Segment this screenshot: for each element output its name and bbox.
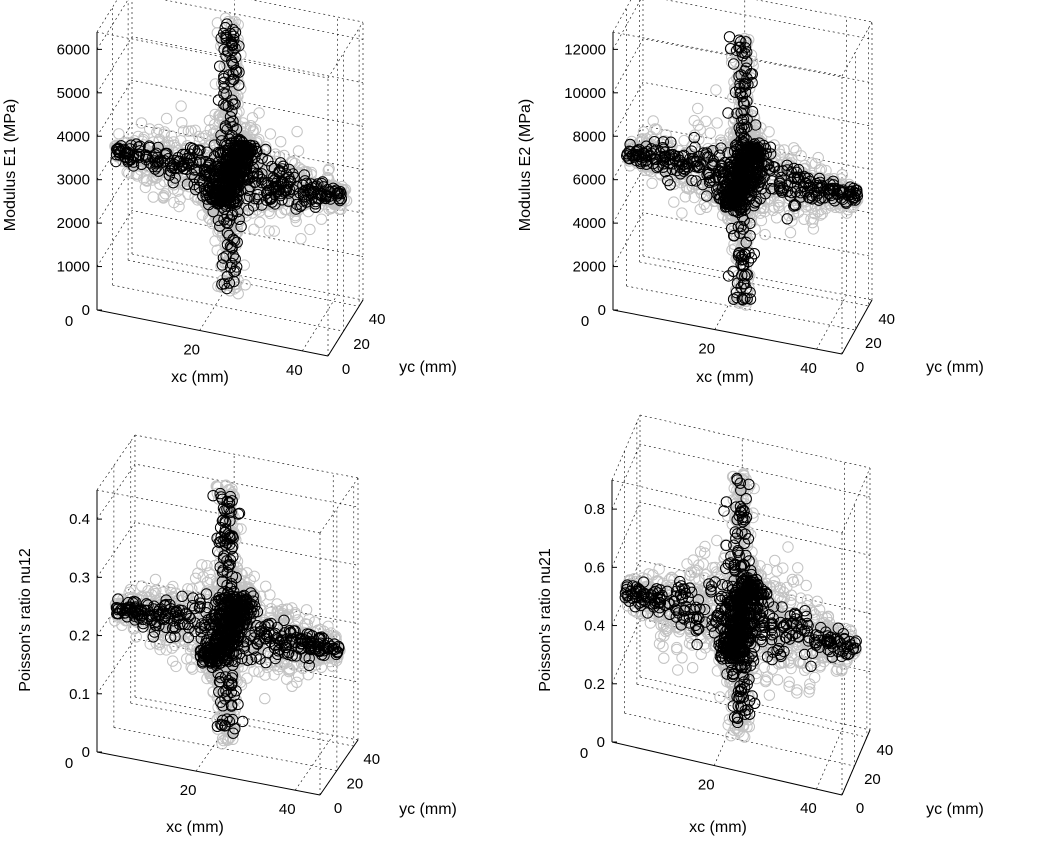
grid-line: [643, 256, 872, 300]
scatter-point: [756, 215, 766, 225]
scatter-point: [239, 260, 249, 270]
z-tick-label: 6000: [573, 172, 606, 189]
scatter-point: [693, 103, 703, 113]
scatter-point: [161, 113, 171, 123]
scatter-point: [789, 143, 799, 153]
z-tick-label: 1000: [57, 259, 90, 276]
scatter-point: [136, 118, 146, 128]
grid-line: [132, 0, 363, 22]
scatter-point: [785, 227, 795, 237]
scatter-point: [265, 129, 275, 139]
z-tick-labels: 0 1000 2000 3000 4000 5000 6000: [57, 41, 102, 319]
scatter-point: [760, 229, 770, 239]
scatter-point: [764, 127, 774, 137]
y-axis-label: yc (mm): [399, 359, 457, 376]
scatter-point: [292, 126, 302, 136]
scatter-point: [158, 193, 168, 203]
scatter-point: [669, 197, 679, 207]
z-tick-label: 2000: [573, 259, 606, 276]
scatter-point: [114, 129, 124, 139]
z-tick-label: 0: [82, 302, 90, 319]
scatter-point: [293, 146, 303, 156]
z-tick-label: 2000: [57, 215, 90, 232]
scatter-point: [255, 217, 265, 227]
grid-line: [97, 32, 328, 78]
scatter-point: [705, 128, 715, 138]
y-tick-label: 20: [353, 336, 370, 353]
z-tick-label: 6000: [57, 41, 90, 58]
scatter-point: [148, 192, 158, 202]
scatter-point: [724, 32, 734, 42]
scatter-points: [622, 32, 863, 311]
x-axis-label: xc (mm): [171, 369, 229, 386]
scatter-point: [296, 234, 306, 244]
x-axis: [97, 310, 328, 356]
scatter-point: [647, 178, 657, 188]
scatter-point: [677, 208, 687, 218]
y-tick-labels: 020 40: [342, 311, 386, 378]
scatter-point: [813, 152, 823, 162]
grid-line: [97, 0, 132, 32]
x-tick-label: 40: [286, 362, 303, 379]
z-tick-label: 4000: [57, 128, 90, 145]
grid-line: [643, 0, 872, 22]
z-tick-label: 5000: [57, 85, 90, 102]
z-tick-label: 4000: [573, 215, 606, 232]
scatter-point: [276, 137, 286, 147]
z-tick-label: 8000: [573, 128, 606, 145]
scatter-point: [701, 202, 711, 212]
x-axis: [613, 310, 842, 354]
y-tick-label: 0: [342, 361, 350, 378]
scatter-point: [729, 59, 739, 69]
z-tick-label: 0: [598, 302, 606, 319]
scatter-point: [176, 101, 186, 111]
z-tick-label: 3000: [57, 172, 90, 189]
z-axis-label: Modulus E1 (MPa): [2, 99, 19, 232]
scatter-point: [305, 224, 315, 234]
scatter-points: [110, 13, 352, 299]
scatter-point: [212, 18, 222, 28]
y-tick-label: 40: [369, 311, 386, 328]
scatter-point: [316, 214, 326, 224]
grid-line: [613, 0, 643, 32]
scatter-point: [249, 224, 259, 234]
grid-line: [328, 22, 363, 78]
scatter-point: [712, 118, 722, 128]
x-tick-label: 20: [183, 341, 200, 358]
x-tick-label: 0: [65, 313, 73, 330]
scatter-point: [711, 85, 721, 95]
scatter-point: [689, 115, 699, 125]
